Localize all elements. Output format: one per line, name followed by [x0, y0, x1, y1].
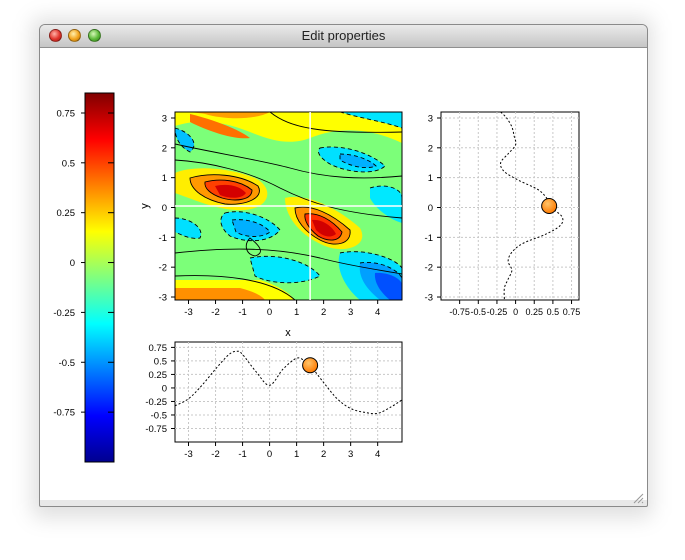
edit-properties-window: Edit properties	[39, 24, 648, 507]
y-section-axes: -0.75 -0.5 -0.25 0 0.25 0.5 0.75 3 2 1 0 -1 -2 -3	[425, 113, 581, 317]
y-tick-label: 0.5	[154, 356, 167, 367]
x-tick-label: 3	[348, 449, 353, 460]
y-tick-label: -0.25	[145, 397, 167, 408]
contour-band	[175, 112, 402, 143]
contour-plot: -3 -2 -1 0 1 2 3 4 3 2 1 0 -1 -2 -3 x y	[139, 111, 403, 339]
y-tick-label: -3	[425, 293, 433, 304]
x-tick-label: 0.75	[563, 307, 581, 317]
x-tick-label: 0.25	[525, 307, 543, 317]
x-tick-label: 2	[321, 307, 326, 318]
contour-band	[175, 128, 195, 152]
x-section-marker[interactable]	[302, 357, 319, 374]
plots-canvas: 0.750.50.250-0.25-0.5-0.75	[53, 92, 581, 463]
colorbar-tick-label: -0.5	[59, 358, 75, 369]
y-tick-label: 2	[428, 143, 433, 154]
minimize-button[interactable]	[68, 29, 81, 42]
x-tick-label: -0.25	[487, 307, 508, 317]
y-tick-label: -0.5	[151, 410, 167, 421]
y-section-frame	[440, 111, 580, 301]
x-tick-label: -0.75	[449, 307, 470, 317]
close-button[interactable]	[49, 29, 62, 42]
contour-band	[190, 114, 250, 139]
x-tick-label: 0	[267, 449, 272, 460]
plot-area: 0.75 0.5 0.25 0 -0.25 -0.5 -0.75	[40, 48, 647, 500]
colorbar-tick-label: 0.25	[57, 208, 76, 219]
x-section-curve	[175, 350, 402, 415]
y-tick-label: 0	[162, 383, 167, 394]
x-tick-label: -2	[211, 307, 219, 318]
contour-band	[175, 112, 270, 119]
colorbar-tick-label: -0.75	[53, 408, 75, 419]
window-title: Edit properties	[301, 28, 386, 43]
contour-band	[232, 219, 270, 237]
y-axis-label: y	[139, 203, 151, 209]
y-tick-label: 0.25	[149, 370, 168, 381]
x-cross-section-plot: -3 -2 -1 0 1 2 3 4 0.75 0.5 0.25 0 -0.25 -0.5 -0.75	[145, 341, 403, 460]
x-section-axes: -3 -2 -1 0 1 2 3 4 0.75 0.5 0.25 0 -0.25 -0.5 -0.75	[145, 343, 380, 460]
y-tick-label: 2	[162, 143, 167, 154]
x-section-grid	[175, 342, 402, 442]
y-tick-label: 0	[162, 203, 167, 214]
contour-band	[370, 186, 402, 223]
contour-band	[215, 184, 246, 198]
y-tick-label: -3	[159, 293, 167, 304]
zoom-button[interactable]	[88, 29, 101, 42]
title-bar[interactable]: Edit properties	[40, 25, 647, 48]
x-tick-label: 3	[348, 307, 353, 318]
x-tick-label: 2	[321, 449, 326, 460]
x-tick-label: -2	[211, 449, 219, 460]
contour-axes: -3 -2 -1 0 1 2 3 4 3 2 1 0 -1 -2 -3	[159, 113, 381, 318]
x-tick-label: 1	[294, 449, 299, 460]
colorbar-tick-label: -0.25	[53, 308, 75, 319]
y-tick-label: -0.75	[145, 424, 167, 435]
y-section-marker[interactable]	[541, 198, 558, 214]
resize-grip-icon[interactable]	[632, 492, 644, 504]
y-tick-label: 3	[428, 113, 433, 124]
x-tick-label: 4	[375, 307, 380, 318]
colorbar-tick-label: 0.75	[57, 108, 76, 119]
x-tick-label: -3	[184, 307, 192, 318]
x-tick-label: 4	[375, 449, 380, 460]
y-tick-label: -1	[425, 233, 433, 244]
x-tick-label: -0.5	[471, 307, 487, 317]
x-tick-label: -1	[238, 449, 246, 460]
contour-band	[312, 219, 336, 237]
x-tick-label: -1	[238, 307, 246, 318]
contour-band	[250, 256, 320, 283]
y-tick-label: -2	[159, 263, 167, 274]
x-tick-label: 0	[267, 307, 272, 318]
y-tick-label: 1	[428, 173, 433, 184]
contour-band	[175, 218, 201, 239]
y-tick-label: 3	[162, 113, 167, 124]
x-tick-label: 0	[513, 307, 518, 317]
colorbar-tick-label: 0	[70, 258, 75, 269]
y-tick-label: 0	[428, 203, 433, 214]
y-tick-label: -1	[159, 233, 167, 244]
contour-band	[175, 288, 265, 300]
colorbar-ticks: 0.75 0.5 0.25 0 -0.25 -0.5 -0.75	[53, 108, 114, 419]
y-tick-label: 0.75	[149, 343, 168, 354]
x-tick-label: 1	[294, 307, 299, 318]
y-tick-label: -2	[425, 263, 433, 274]
y-section-grid	[441, 112, 579, 300]
x-tick-label: 0.5	[547, 307, 560, 317]
colorbar: 0.75 0.5 0.25 0 -0.25 -0.5 -0.75	[53, 92, 115, 463]
x-axis-label: x	[285, 327, 291, 339]
x-section-frame	[174, 341, 403, 443]
x-tick-label: -3	[184, 449, 192, 460]
colorbar-tick-label: 0.5	[62, 158, 75, 169]
y-tick-label: 1	[162, 173, 167, 184]
contour-band	[374, 272, 402, 300]
y-cross-section-plot: -0.75 -0.5 -0.25 0 0.25 0.5 0.75 3 2 1 0 -1 -2 -3	[425, 111, 581, 317]
colorbar-gradient	[84, 92, 115, 463]
